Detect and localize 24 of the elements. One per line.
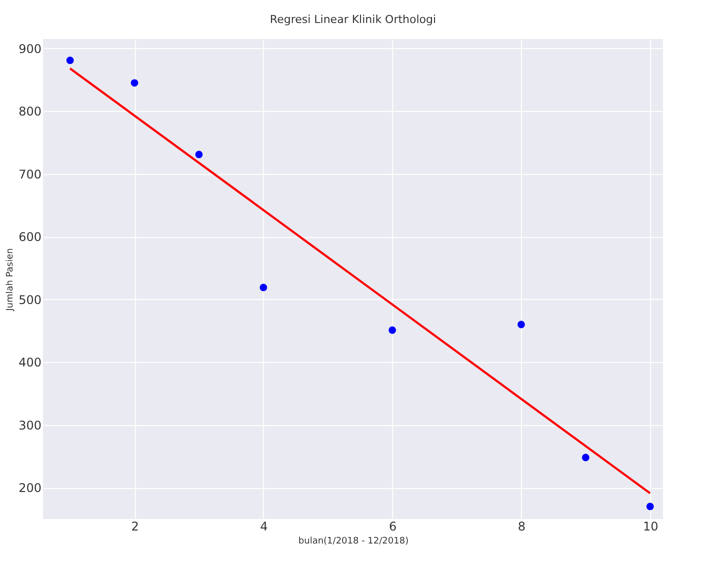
x-tick-label: 2 [131,520,139,534]
point [518,320,525,328]
y-tick-label: 600 [18,230,42,244]
point [646,502,654,510]
point [195,150,203,158]
x-tick-label: 10 [642,520,658,534]
y-tick-label: 900 [18,42,42,56]
y-tick-label: 300 [18,418,42,432]
y-tick-label: 800 [18,104,42,119]
x-tick-label: 6 [388,520,397,534]
y-tick-label: 700 [18,167,42,182]
y-tick-label: 500 [18,292,42,307]
y-axis-title: Jumlah Pasien [6,248,16,312]
y-tick-label: 400 [18,356,42,370]
point [260,284,268,292]
point [388,326,396,334]
point [130,79,138,87]
point [582,454,590,462]
x-tick-label: 8 [518,520,526,534]
chart-title: Regresi Linear Klinik Orthologi [270,13,436,26]
x-axis-title: bulan(1/2018 - 12/2018) [298,536,409,546]
x-tick-label: 4 [260,520,268,534]
y-tick-label: 200 [18,481,42,496]
point [66,56,74,64]
